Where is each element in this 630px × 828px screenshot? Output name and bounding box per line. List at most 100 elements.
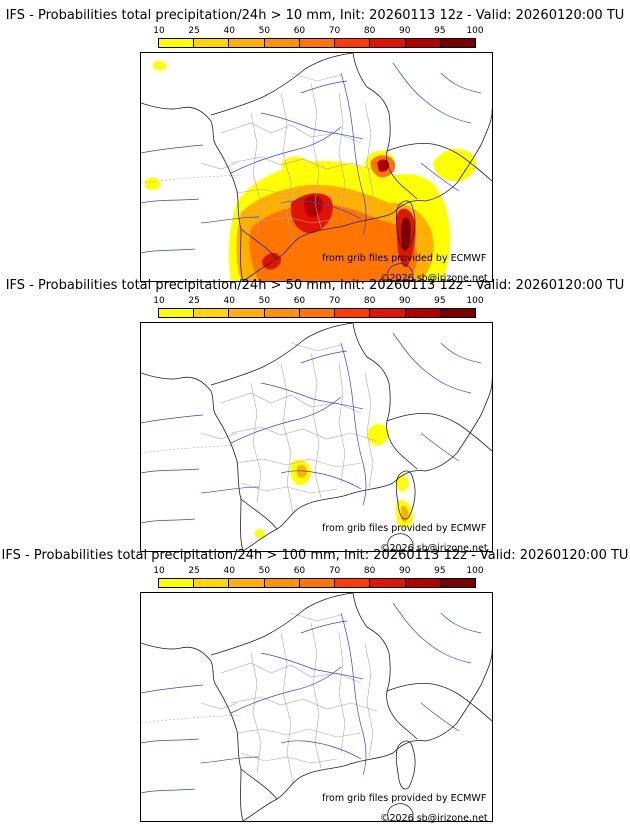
- map-area: [140, 52, 493, 282]
- panel-title: IFS - Probabilities total precipitation/…: [1, 548, 629, 563]
- colorbar-segment: [370, 309, 406, 317]
- department-boundary: [364, 372, 374, 489]
- latitude-line: [141, 444, 242, 454]
- river-line: [440, 612, 482, 634]
- colorbar-segment: [229, 39, 265, 47]
- base-map: [141, 593, 492, 821]
- country-border: [240, 228, 278, 260]
- coastline: [141, 372, 244, 551]
- base-map: [141, 323, 492, 551]
- river-line: [300, 350, 348, 364]
- colorbar-tick-label: 50: [258, 566, 271, 576]
- river-line: [280, 740, 362, 760]
- island-outline: [395, 200, 416, 250]
- country-border: [240, 768, 278, 800]
- colorbar-tick-label: 80: [363, 296, 376, 306]
- department-boundary: [230, 156, 378, 172]
- river-line: [420, 702, 460, 732]
- colorbar-tick-label: 60: [293, 566, 306, 576]
- island-outline: [395, 470, 416, 520]
- river-line: [300, 620, 348, 634]
- colorbar-segment: [335, 309, 371, 317]
- river-line: [300, 80, 348, 94]
- river-line: [141, 468, 200, 474]
- credit-copyright: ©2026 sb@irizone.net: [380, 543, 488, 554]
- colorbar-tick-label: 95: [434, 296, 446, 306]
- country-border: [240, 498, 278, 530]
- department-boundary: [280, 92, 294, 244]
- river-line: [280, 200, 362, 220]
- coastline: [210, 593, 354, 656]
- precip-probability-area: [281, 156, 311, 175]
- department-boundary: [220, 662, 362, 684]
- colorbar-tick-label: 70: [328, 26, 341, 36]
- precip-probability-area: [367, 424, 389, 446]
- department-boundary: [220, 122, 362, 144]
- precip-probability-area: [145, 177, 161, 190]
- colorbar-segment: [264, 39, 300, 47]
- colorbar-tick-label: 25: [188, 296, 200, 306]
- colorbar-tick-label: 40: [223, 566, 235, 576]
- colorbar-tick-label: 100: [466, 26, 484, 36]
- colorbar-tick-label: 90: [399, 566, 411, 576]
- colorbar-segment: [370, 39, 406, 47]
- colorbar-segment: [159, 39, 195, 47]
- country-border: [386, 413, 492, 452]
- department-boundary: [200, 702, 238, 710]
- colorbar-tick-label: 90: [399, 26, 411, 36]
- river-line: [260, 382, 364, 410]
- department-boundary: [310, 622, 322, 769]
- precip-probability-area: [249, 203, 418, 281]
- river-line: [340, 612, 367, 776]
- colorbar-tick-label: 25: [188, 26, 200, 36]
- river-line: [440, 72, 482, 94]
- river-line: [230, 126, 342, 174]
- colorbar-tick-label: 40: [223, 26, 235, 36]
- coastline: [210, 53, 354, 116]
- colorbar-segment: [370, 579, 406, 587]
- river-line: [392, 62, 472, 124]
- department-boundary: [250, 382, 262, 504]
- river-line: [141, 684, 204, 694]
- colorbar-segment: [264, 309, 300, 317]
- colorbar: [158, 578, 476, 588]
- department-boundary: [364, 102, 374, 219]
- department-boundary: [236, 188, 362, 198]
- coastline: [242, 379, 492, 551]
- department-boundary: [338, 362, 346, 484]
- credit-source: from grib files provided by ECMWF: [322, 253, 487, 264]
- river-line: [420, 162, 460, 192]
- department-boundary: [236, 458, 362, 468]
- river-line: [392, 602, 472, 664]
- colorbar-segment: [335, 39, 371, 47]
- colorbar-tick-label: 50: [258, 296, 271, 306]
- river-line: [280, 470, 362, 490]
- river-line: [141, 414, 204, 424]
- colorbar-tick-label: 80: [363, 26, 376, 36]
- colorbar-tick-label: 80: [363, 566, 376, 576]
- colorbar-tick-label: 25: [188, 566, 200, 576]
- country-border: [352, 53, 418, 200]
- colorbar-tick-label: 10: [153, 566, 165, 576]
- colorbar-segment: [299, 309, 336, 317]
- coastline: [210, 323, 354, 386]
- river-line: [230, 666, 342, 714]
- department-boundary: [338, 92, 346, 214]
- colorbar-tick-label: 100: [466, 566, 484, 576]
- colorbar-tick-label: 10: [153, 26, 165, 36]
- river-line: [392, 332, 472, 394]
- latitude-line: [141, 714, 242, 724]
- credit-copyright: ©2026 sb@irizone.net: [380, 813, 488, 824]
- colorbar-segment: [194, 579, 230, 587]
- colorbar: [158, 38, 476, 48]
- precip-probability-area: [397, 475, 409, 492]
- colorbar-tick-label: 60: [293, 26, 306, 36]
- department-boundary: [240, 752, 338, 764]
- island-outline: [395, 740, 416, 790]
- panel-100mm: IFS - Probabilities total precipitation/…: [0, 548, 630, 824]
- colorbar-segment: [299, 39, 336, 47]
- country-border: [386, 143, 492, 182]
- island-outline: [387, 533, 414, 551]
- precip-probability-area: [433, 148, 476, 182]
- colorbar-segment: [159, 309, 195, 317]
